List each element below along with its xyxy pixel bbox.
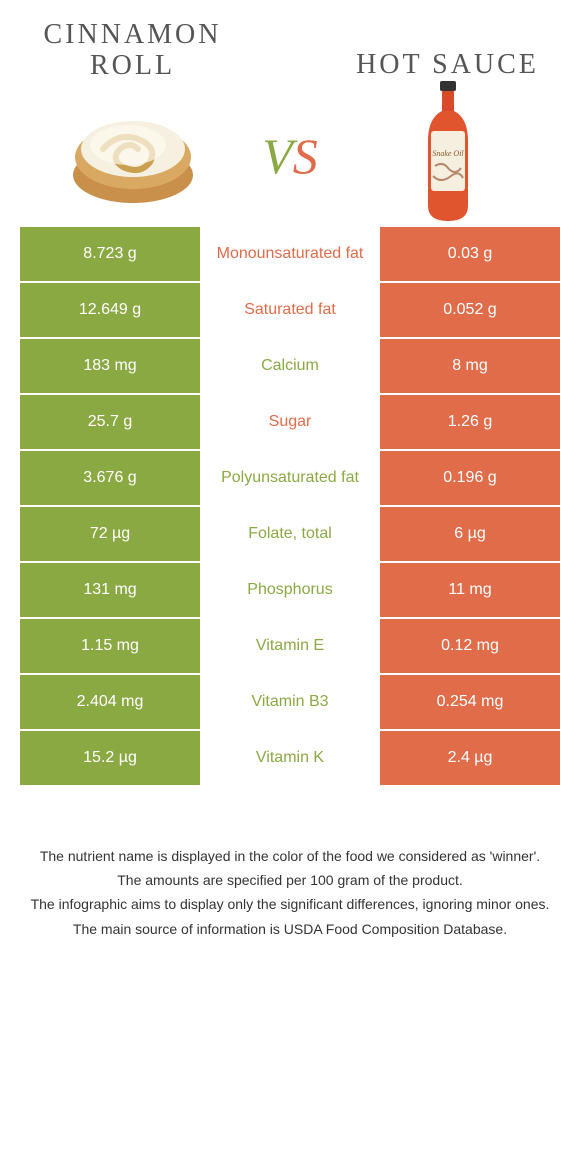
food-left: CINNAMON ROLL — [20, 20, 245, 212]
table-row: 15.2 µgVitamin K2.4 µg — [20, 731, 560, 785]
table-row: 1.15 mgVitamin E0.12 mg — [20, 619, 560, 673]
nutrient-label: Saturated fat — [200, 283, 380, 337]
value-right: 0.12 mg — [380, 619, 560, 673]
vs-v: V — [262, 128, 293, 184]
value-left: 8.723 g — [20, 227, 200, 281]
value-right: 0.052 g — [380, 283, 560, 337]
table-row: 8.723 gMonounsaturated fat0.03 g — [20, 227, 560, 281]
nutrient-label: Calcium — [200, 339, 380, 393]
svg-text:Snake Oil: Snake Oil — [432, 149, 464, 158]
hot-sauce-icon: Snake Oil — [368, 91, 528, 211]
value-left: 183 mg — [20, 339, 200, 393]
nutrient-label: Phosphorus — [200, 563, 380, 617]
food-right: HOT SAUCE Snake Oil — [335, 20, 560, 211]
value-right: 0.254 mg — [380, 675, 560, 729]
table-row: 72 µgFolate, total6 µg — [20, 507, 560, 561]
value-right: 2.4 µg — [380, 731, 560, 785]
nutrient-table: 8.723 gMonounsaturated fat0.03 g12.649 g… — [20, 227, 560, 785]
footer-line: The amounts are specified per 100 gram o… — [30, 869, 550, 891]
value-right: 6 µg — [380, 507, 560, 561]
nutrient-label: Polyunsaturated fat — [200, 451, 380, 505]
table-row: 3.676 gPolyunsaturated fat0.196 g — [20, 451, 560, 505]
value-left: 1.15 mg — [20, 619, 200, 673]
nutrient-label: Vitamin E — [200, 619, 380, 673]
footer-line: The main source of information is USDA F… — [30, 918, 550, 940]
nutrient-label: Vitamin K — [200, 731, 380, 785]
table-row: 12.649 gSaturated fat0.052 g — [20, 283, 560, 337]
nutrient-label: Folate, total — [200, 507, 380, 561]
nutrient-label: Monounsaturated fat — [200, 227, 380, 281]
table-row: 2.404 mgVitamin B30.254 mg — [20, 675, 560, 729]
vs-label: VS — [245, 127, 335, 185]
value-left: 2.404 mg — [20, 675, 200, 729]
value-right: 0.03 g — [380, 227, 560, 281]
value-right: 0.196 g — [380, 451, 560, 505]
nutrient-label: Vitamin B3 — [200, 675, 380, 729]
value-left: 131 mg — [20, 563, 200, 617]
table-row: 183 mgCalcium8 mg — [20, 339, 560, 393]
footer-line: The nutrient name is displayed in the co… — [30, 845, 550, 867]
value-left: 3.676 g — [20, 451, 200, 505]
footer-line: The infographic aims to display only the… — [30, 893, 550, 915]
value-right: 11 mg — [380, 563, 560, 617]
value-right: 1.26 g — [380, 395, 560, 449]
value-left: 72 µg — [20, 507, 200, 561]
food-left-title: CINNAMON ROLL — [20, 20, 245, 82]
value-left: 12.649 g — [20, 283, 200, 337]
nutrient-label: Sugar — [200, 395, 380, 449]
table-row: 131 mgPhosphorus11 mg — [20, 563, 560, 617]
value-left: 15.2 µg — [20, 731, 200, 785]
footer-notes: The nutrient name is displayed in the co… — [30, 845, 550, 941]
header: CINNAMON ROLL VS HOT SAUCE Snake Oil — [0, 0, 580, 212]
value-right: 8 mg — [380, 339, 560, 393]
value-left: 25.7 g — [20, 395, 200, 449]
cinnamon-roll-icon — [53, 92, 213, 212]
vs-s: S — [293, 128, 318, 184]
table-row: 25.7 gSugar1.26 g — [20, 395, 560, 449]
